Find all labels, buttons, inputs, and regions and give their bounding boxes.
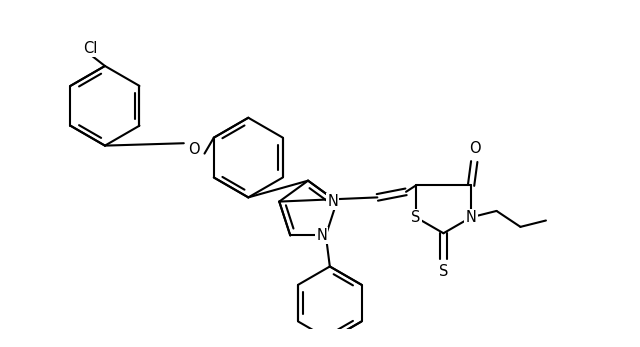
Text: O: O [188,142,200,157]
Text: N: N [466,210,477,225]
Text: Cl: Cl [83,41,98,56]
Text: O: O [469,141,481,155]
Text: S: S [411,210,420,225]
Text: S: S [439,264,448,279]
Text: N: N [316,228,327,243]
Text: N: N [328,194,339,209]
